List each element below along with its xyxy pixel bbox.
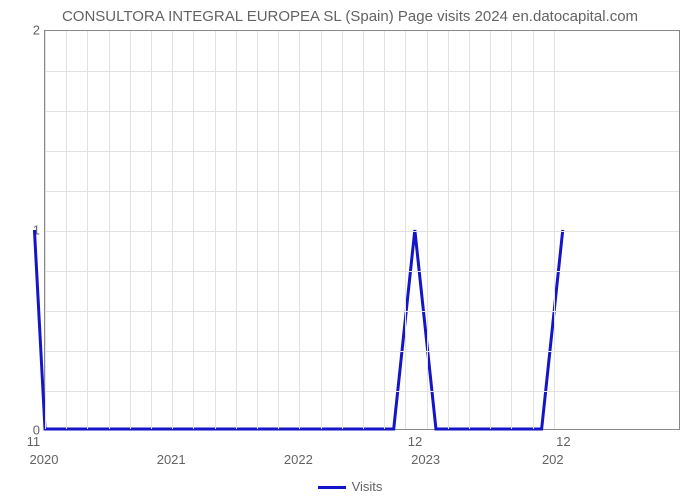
y-tick-label: 2 [10,23,40,38]
x-tick-month: 11 [27,434,41,449]
gridline-v [533,31,534,429]
gridline-v [109,31,110,429]
gridline-v [511,31,512,429]
gridline-v [427,31,428,429]
gridline-v [151,31,152,429]
gridline-v [469,31,470,429]
gridline-v [384,31,385,429]
gridline-v [278,31,279,429]
gridline-v [236,31,237,429]
gridline-h [45,311,679,312]
series-svg [45,31,679,429]
gridline-v [215,31,216,429]
legend: Visits [0,479,700,494]
gridline-h [45,391,679,392]
x-tick-year: 2022 [284,452,313,467]
gridline-v [405,31,406,429]
gridline-h [45,271,679,272]
chart-title: CONSULTORA INTEGRAL EUROPEA SL (Spain) P… [0,8,700,25]
x-tick-year: 2023 [411,452,440,467]
gridline-v [87,31,88,429]
x-tick-year: 202 [542,452,564,467]
gridline-v [490,31,491,429]
gridline-v [193,31,194,429]
gridline-v [130,31,131,429]
gridline-v [321,31,322,429]
gridline-v [66,31,67,429]
gridline-v [257,31,258,429]
gridline-v [363,31,364,429]
gridline-v [45,31,46,429]
gridline-h [45,151,679,152]
gridline-h [45,191,679,192]
gridline-v [172,31,173,429]
gridline-v [554,31,555,429]
visits-line-chart: CONSULTORA INTEGRAL EUROPEA SL (Spain) P… [0,0,700,500]
gridline-h [45,111,679,112]
x-tick-month: 12 [408,434,422,449]
legend-swatch [318,486,346,489]
x-tick-year: 2021 [157,452,186,467]
gridline-v [448,31,449,429]
x-tick-year: 2020 [30,452,59,467]
legend-label: Visits [352,479,383,494]
x-tick-month: 12 [556,434,570,449]
plot-area [44,30,680,430]
gridline-v [299,31,300,429]
gridline-v [342,31,343,429]
gridline-h [45,71,679,72]
gridline-h [45,351,679,352]
gridline-h-major [45,231,679,232]
